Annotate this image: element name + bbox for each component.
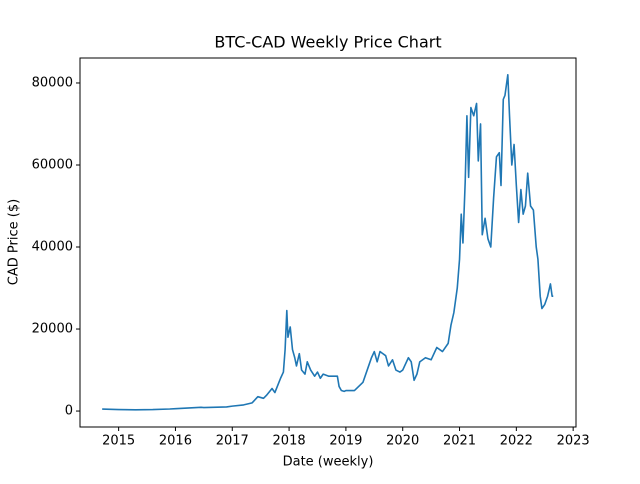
plot-frame <box>79 57 577 428</box>
price-line <box>102 73 554 411</box>
x-tick-label: 2018 <box>273 434 306 449</box>
x-tick-label: 2015 <box>102 434 135 449</box>
y-tick-label: 40000 <box>32 240 73 255</box>
y-tick-label: 80000 <box>32 75 73 90</box>
y-axis-label: CAD Price ($) <box>7 199 22 285</box>
x-tick-label: 2017 <box>216 434 249 449</box>
y-tick-label: 60000 <box>32 157 73 172</box>
y-tick-label: 0 <box>65 404 73 419</box>
chart-title: BTC-CAD Weekly Price Chart <box>214 33 441 52</box>
x-tick-label: 2023 <box>557 434 590 449</box>
x-axis-label: Date (weekly) <box>283 455 374 470</box>
x-tick-label: 2021 <box>443 434 476 449</box>
y-tick-label: 20000 <box>32 322 73 337</box>
x-tick-label: 2020 <box>386 434 419 449</box>
x-tick-label: 2016 <box>159 434 192 449</box>
x-tick-label: 2022 <box>500 434 533 449</box>
x-tick-label: 2019 <box>329 434 362 449</box>
